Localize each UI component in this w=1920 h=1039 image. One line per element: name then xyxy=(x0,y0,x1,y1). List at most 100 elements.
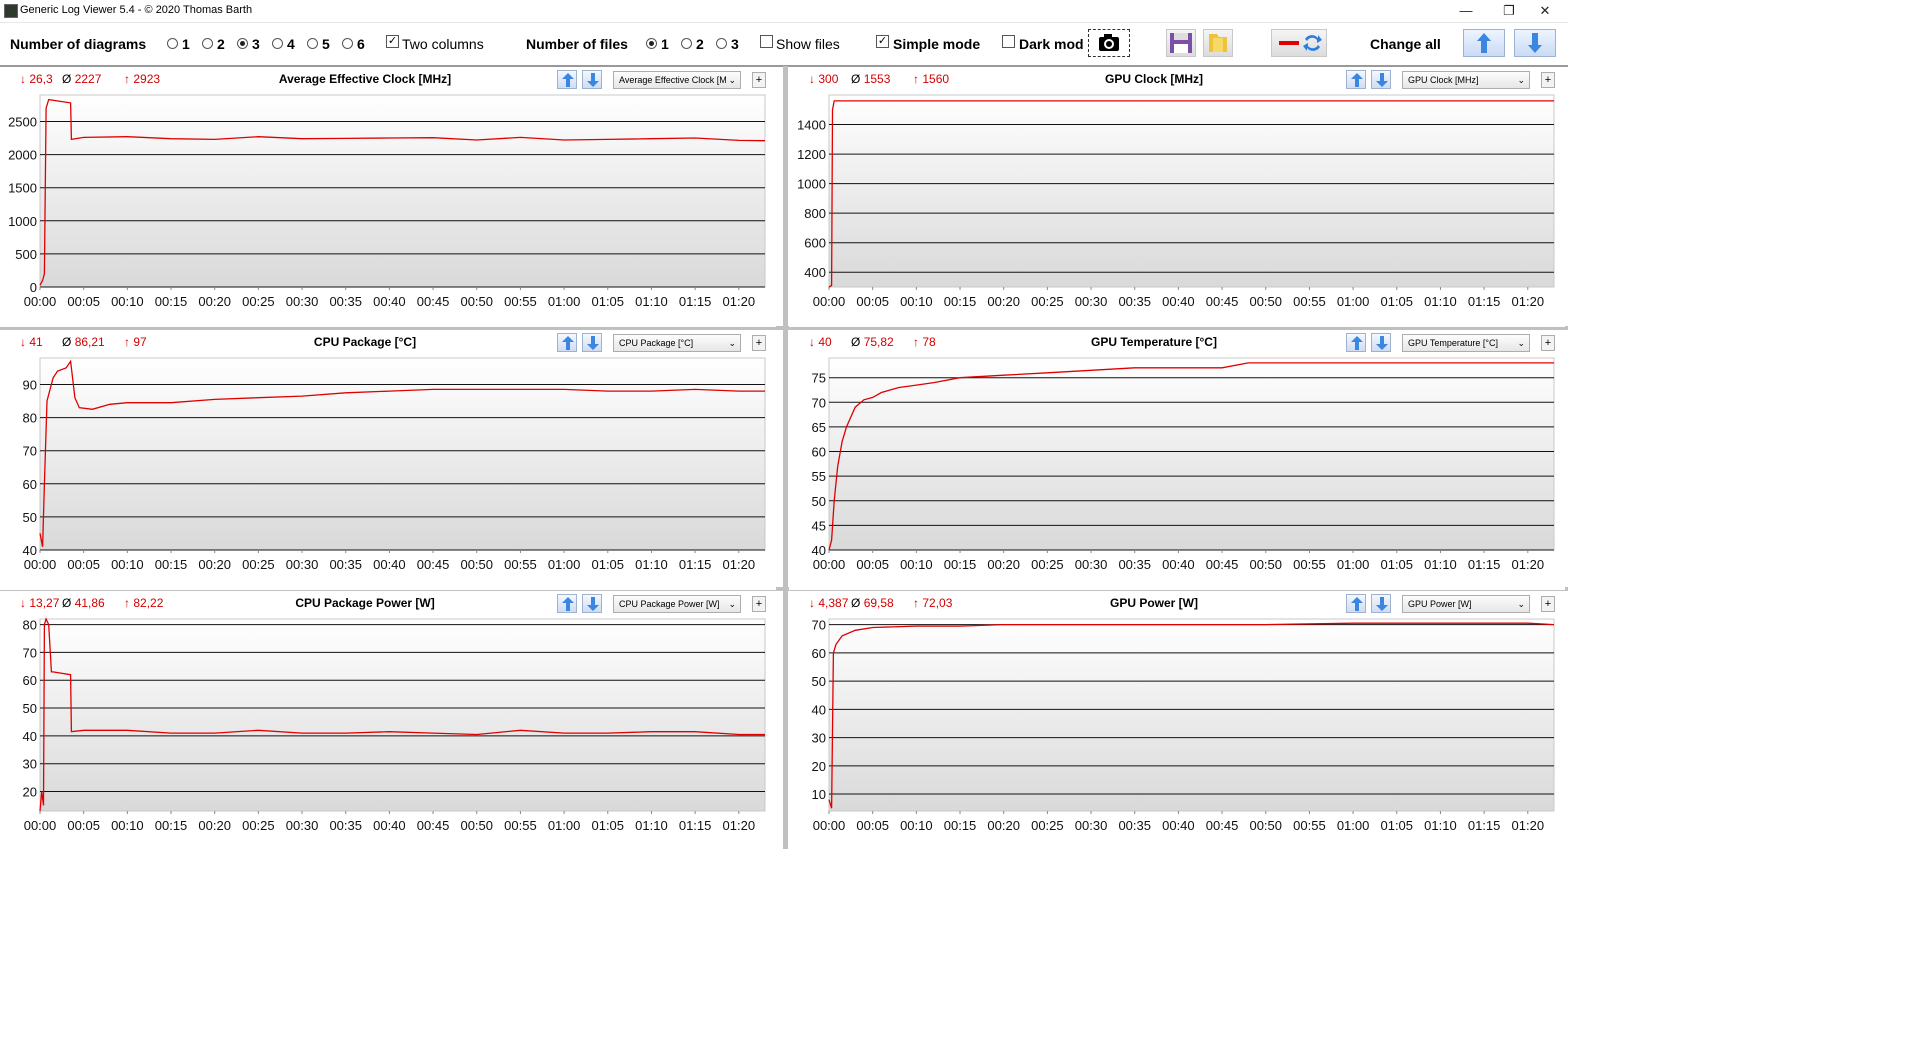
sensor-select[interactable]: GPU Power [W] ⌄ xyxy=(1402,595,1530,613)
y-tick-label: 50 xyxy=(812,494,826,509)
x-tick-label: 01:05 xyxy=(1380,557,1413,572)
move-down-icon[interactable] xyxy=(582,70,602,89)
x-tick-label: 00:35 xyxy=(329,294,362,309)
x-tick-label: 00:30 xyxy=(1075,818,1108,833)
move-down-icon[interactable] xyxy=(582,594,602,613)
show-files-checkbox[interactable] xyxy=(760,35,773,48)
camera-icon[interactable] xyxy=(1088,29,1130,57)
file-radio-2[interactable] xyxy=(681,38,692,49)
sensor-select[interactable]: CPU Package Power [W] ⌄ xyxy=(613,595,741,613)
min-stat: ↓ 40 xyxy=(809,335,832,349)
add-diagram-button[interactable]: + xyxy=(1541,72,1555,88)
x-tick-label: 01:20 xyxy=(723,818,756,833)
x-tick-label: 01:05 xyxy=(591,557,624,572)
x-tick-label: 00:30 xyxy=(1075,294,1108,309)
y-tick-label: 55 xyxy=(812,469,826,484)
move-all-down-icon[interactable] xyxy=(1514,29,1556,57)
max-stat: ↑ 1560 xyxy=(913,72,950,86)
sensor-select[interactable]: CPU Package [°C] ⌄ xyxy=(613,334,741,352)
min-stat: ↓ 41 xyxy=(20,335,43,349)
sensor-select[interactable]: GPU Clock [MHz] ⌄ xyxy=(1402,71,1530,89)
x-tick-label: 00:45 xyxy=(417,294,450,309)
series-line xyxy=(39,98,766,286)
minimize-button[interactable]: — xyxy=(1459,3,1473,18)
folder-icon[interactable] xyxy=(1203,29,1233,57)
x-tick-label: 01:20 xyxy=(1512,557,1545,572)
file-radio-3[interactable] xyxy=(716,38,727,49)
panel-cpu-power: ↓ 13,27 Ø 41,86 ↑ 82,22 CPU Package Powe… xyxy=(0,591,776,851)
save-icon[interactable] xyxy=(1166,29,1196,57)
x-tick-label: 01:10 xyxy=(635,818,668,833)
y-tick-label: 40 xyxy=(23,543,37,558)
move-down-icon[interactable] xyxy=(1371,594,1391,613)
x-tick-label: 01:20 xyxy=(1512,818,1545,833)
diagram-radio-5[interactable] xyxy=(307,38,318,49)
diagram-radio-6[interactable] xyxy=(342,38,353,49)
x-tick-label: 00:00 xyxy=(24,557,57,572)
x-tick-label: 01:20 xyxy=(1512,294,1545,309)
move-down-icon[interactable] xyxy=(1371,333,1391,352)
diagram-radio-3[interactable] xyxy=(237,38,248,49)
move-up-icon[interactable] xyxy=(557,70,577,89)
diagram-radio-4-label: 4 xyxy=(287,36,295,52)
move-down-icon[interactable] xyxy=(1371,70,1391,89)
diagram-radio-4[interactable] xyxy=(272,38,283,49)
add-diagram-button[interactable]: + xyxy=(1541,335,1555,351)
close-button[interactable]: ✕ xyxy=(1539,3,1551,18)
x-tick-label: 00:05 xyxy=(856,818,889,833)
x-tick-label: 00:45 xyxy=(1206,818,1239,833)
diagram-radio-5-label: 5 xyxy=(322,36,330,52)
line-color-swap-icon[interactable] xyxy=(1271,29,1327,57)
y-tick-label: 40 xyxy=(812,702,826,717)
y-tick-label: 50 xyxy=(23,510,37,525)
y-tick-label: 90 xyxy=(23,377,37,392)
min-stat: ↓ 13,27 xyxy=(20,596,60,610)
avg-value: 86,21 xyxy=(74,335,105,349)
avg-stat: Ø 2227 xyxy=(62,72,102,86)
move-up-icon[interactable] xyxy=(1346,594,1366,613)
move-up-icon[interactable] xyxy=(557,594,577,613)
y-tick-label: 0 xyxy=(30,280,37,295)
move-up-icon[interactable] xyxy=(557,333,577,352)
chart-cpu-power: 20 30 40 50 60 70 80 00:00 00:05 00:10 00:15 00:20 0… xyxy=(23,617,766,833)
x-tick-label: 00:55 xyxy=(1293,294,1326,309)
y-tick-label: 50 xyxy=(23,701,37,716)
x-tick-label: 01:20 xyxy=(723,557,756,572)
move-up-icon[interactable] xyxy=(1346,70,1366,89)
panel-title: CPU Package Power [W] xyxy=(295,596,435,610)
move-up-icon[interactable] xyxy=(1346,333,1366,352)
y-tick-label: 1000 xyxy=(8,214,37,229)
panel-gpu-power: ↓ 4,387 Ø 69,58 ↑ 72,03 GPU Power [W] GP… xyxy=(789,591,1565,851)
max-value: 72,03 xyxy=(922,596,953,610)
x-tick-label: 00:10 xyxy=(111,294,144,309)
chart-gpu-clock: 400 600 800 1000 1200 1400 00:00 00:05 00:10 00:1… xyxy=(797,94,1555,309)
sensor-select-value: CPU Package [°C] xyxy=(619,338,694,348)
add-diagram-button[interactable]: + xyxy=(752,72,766,88)
add-diagram-button[interactable]: + xyxy=(752,596,766,612)
sensor-select[interactable]: GPU Temperature [°C] ⌄ xyxy=(1402,334,1530,352)
y-tick-label: 60 xyxy=(812,646,826,661)
restore-button[interactable]: ❐ xyxy=(1503,3,1515,18)
x-tick-label: 00:30 xyxy=(1075,557,1108,572)
two-columns-checkbox[interactable]: ✓ xyxy=(386,35,399,48)
move-all-up-icon[interactable] xyxy=(1463,29,1505,57)
x-tick-label: 00:15 xyxy=(155,294,188,309)
add-diagram-button[interactable]: + xyxy=(1541,596,1555,612)
x-tick-label: 00:05 xyxy=(67,294,100,309)
diagram-radio-1[interactable] xyxy=(167,38,178,49)
y-tick-label: 1200 xyxy=(797,147,826,162)
sensor-select[interactable]: Average Effective Clock [M ⌄ xyxy=(613,71,741,89)
avg-value: 41,86 xyxy=(74,596,105,610)
file-radio-1[interactable] xyxy=(646,38,657,49)
simple-mode-checkbox[interactable]: ✓ xyxy=(876,35,889,48)
add-diagram-button[interactable]: + xyxy=(752,335,766,351)
y-tick-label: 600 xyxy=(804,236,826,251)
dark-mode-checkbox[interactable] xyxy=(1002,35,1015,48)
move-down-icon[interactable] xyxy=(582,333,602,352)
diagram-radio-2[interactable] xyxy=(202,38,213,49)
chart-gpu-power: 10 20 30 40 50 60 70 00:00 00:05 00:10 00:15 00:20 0… xyxy=(812,618,1555,833)
x-tick-label: 00:45 xyxy=(1206,294,1239,309)
panel-gpu-clock: ↓ 300 Ø 1553 ↑ 1560 GPU Clock [MHz] GPU … xyxy=(789,67,1565,327)
x-tick-label: 00:25 xyxy=(242,818,275,833)
y-tick-label: 10 xyxy=(812,787,826,802)
